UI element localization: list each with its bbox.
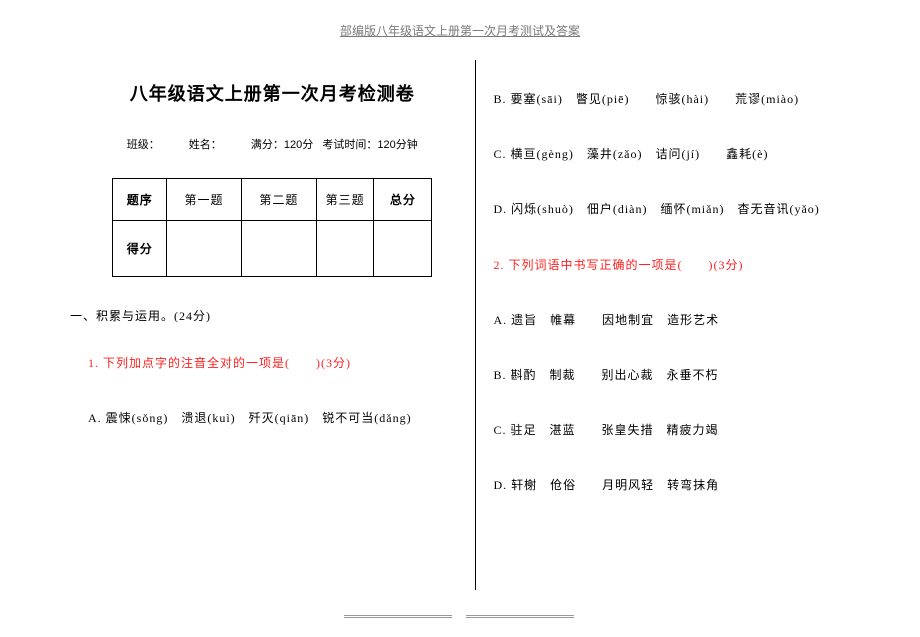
question-1: 1. 下列加点字的注音全对的一项是( )(3分) (88, 354, 457, 373)
q2-option-b: B. 斟酌 制裁 别出心裁 永垂不朽 (494, 366, 863, 385)
name-label: 姓名： (189, 139, 222, 151)
td-blank (241, 221, 316, 277)
option-b: B. 要塞(sāi) 瞥见(piē) 惊骇(hài) 荒谬(miào) (494, 90, 863, 109)
fullscore-label: 满分：120分 (251, 139, 313, 151)
td-blank (374, 221, 432, 277)
option-c: C. 横亘(gèng) 藻井(zǎo) 诘问(jí) 鑫耗(è) (494, 145, 863, 164)
page-content: 八年级语文上册第一次月考检测卷 班级： 姓名： 满分：120分 考试时间：120… (70, 60, 880, 617)
footer-ornament (344, 615, 574, 625)
time-label: 考试时间：120分钟 (322, 139, 417, 151)
right-column: B. 要塞(sāi) 瞥见(piē) 惊骇(hài) 荒谬(miào) C. 横… (476, 60, 881, 617)
left-column: 八年级语文上册第一次月考检测卷 班级： 姓名： 满分：120分 考试时间：120… (70, 60, 475, 617)
footer-bar-right (466, 615, 574, 618)
td-score-label: 得分 (113, 221, 167, 277)
q2-option-d: D. 轩榭 伧俗 月明风轻 转弯抹角 (494, 476, 863, 495)
td-blank (316, 221, 374, 277)
page-header: 部编版八年级语文上册第一次月考测试及答案 (0, 22, 920, 39)
q2-option-a: A. 遗旨 帷幕 因地制宜 造形艺术 (494, 311, 863, 330)
exam-title: 八年级语文上册第一次月考检测卷 (88, 80, 457, 106)
th-q2: 第二题 (241, 179, 316, 221)
question-2: 2. 下列词语中书写正确的一项是( )(3分) (494, 256, 863, 275)
option-a: A. 震悚(sǒng) 溃退(kuì) 歼灭(qiān) 锐不可当(dǎng) (88, 409, 457, 428)
td-blank (167, 221, 242, 277)
footer-bar-left (344, 615, 452, 618)
class-label: 班级： (127, 139, 160, 151)
section-1-heading: 一、积累与运用。(24分) (70, 307, 457, 324)
th-total: 总分 (374, 179, 432, 221)
table-row: 题序 第一题 第二题 第三题 总分 (113, 179, 432, 221)
option-d: D. 闪烁(shuò) 佃户(diàn) 缅怀(miǎn) 杳无音讯(yǎo) (494, 200, 863, 219)
th-q3: 第三题 (316, 179, 374, 221)
meta-line: 班级： 姓名： 满分：120分 考试时间：120分钟 (88, 136, 457, 152)
score-table: 题序 第一题 第二题 第三题 总分 得分 (112, 178, 432, 277)
th-q1: 第一题 (167, 179, 242, 221)
th-seq: 题序 (113, 179, 167, 221)
table-row: 得分 (113, 221, 432, 277)
q2-option-c: C. 驻足 湛蓝 张皇失措 精疲力竭 (494, 421, 863, 440)
